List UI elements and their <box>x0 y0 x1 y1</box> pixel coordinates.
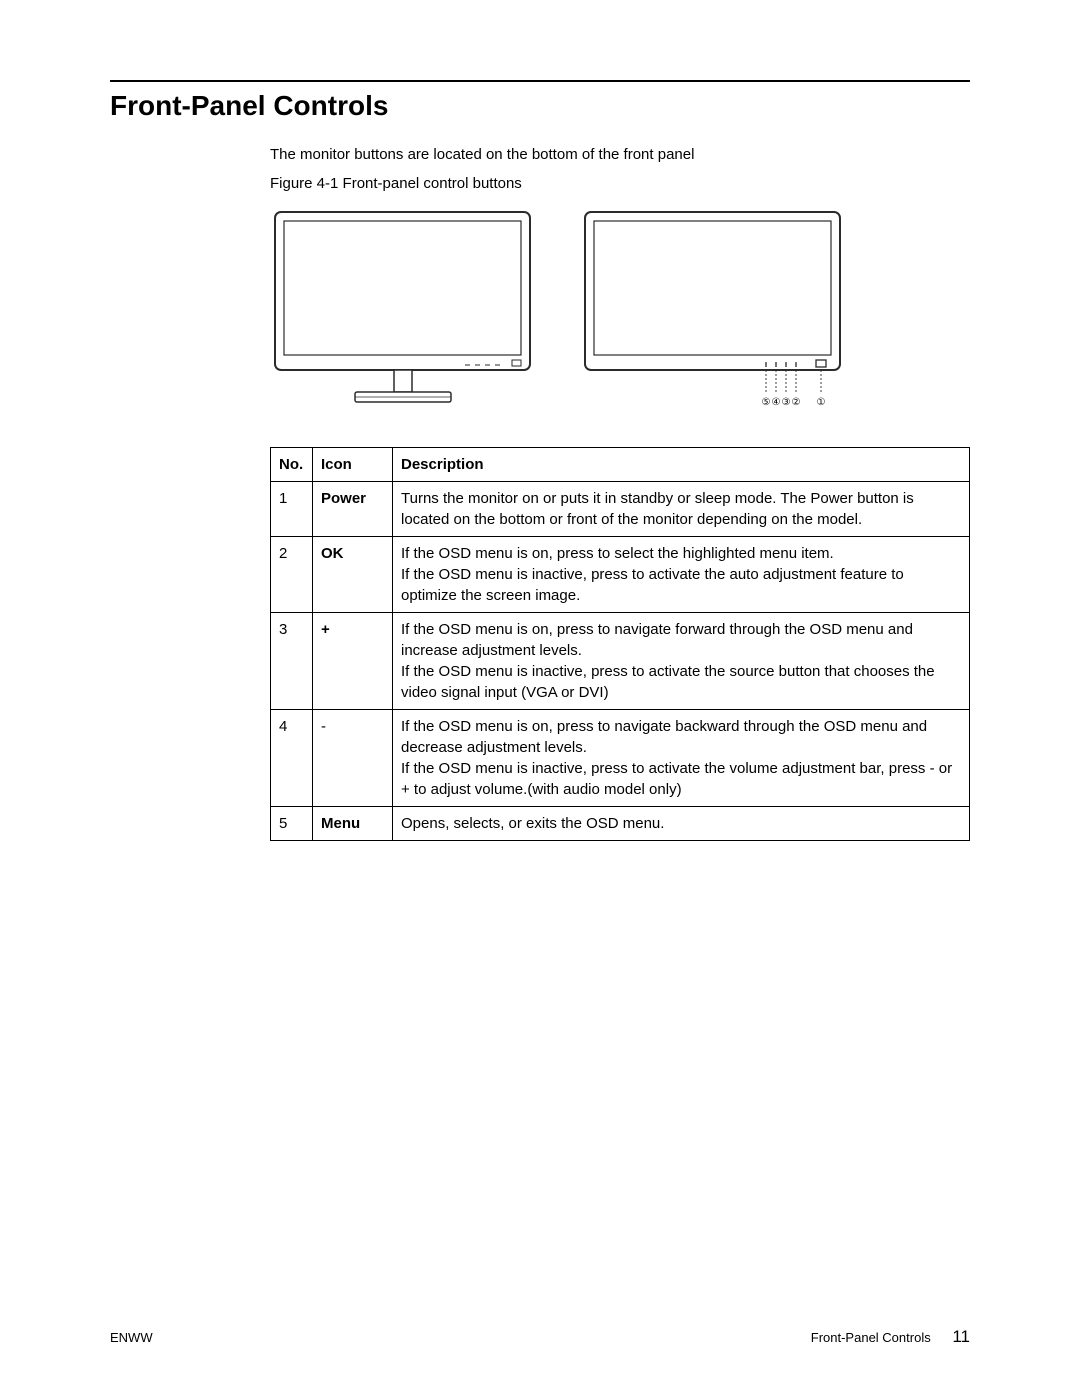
th-icon: Icon <box>313 448 393 482</box>
cell-no: 2 <box>271 537 313 613</box>
callout-3: ③ <box>782 397 791 408</box>
table-header-row: No. Icon Description <box>271 448 970 482</box>
callout-4: ④ <box>772 397 781 408</box>
figure-caption: Figure 4-1 Front-panel control buttons <box>270 173 970 196</box>
cell-no: 3 <box>271 613 313 710</box>
cell-icon: Menu <box>313 807 393 841</box>
callout-5: ⑤ <box>762 397 771 408</box>
th-no: No. <box>271 448 313 482</box>
monitor-buttons-svg: ⑤ ④ ③ ② ① <box>580 207 850 417</box>
page-footer: ENWW Front-Panel Controls 11 <box>110 1327 970 1347</box>
controls-table: No. Icon Description 1PowerTurns the mon… <box>270 447 970 841</box>
footer-right: Front-Panel Controls 11 <box>811 1327 970 1347</box>
monitor-front-svg <box>270 207 540 417</box>
table-row: 2OKIf the OSD menu is on, press to selec… <box>271 537 970 613</box>
intro-text: The monitor buttons are located on the b… <box>270 144 970 167</box>
cell-description: If the OSD menu is on, press to navigate… <box>393 710 970 807</box>
table-row: 3+If the OSD menu is on, press to naviga… <box>271 613 970 710</box>
cell-icon: Power <box>313 482 393 537</box>
cell-description: If the OSD menu is on, press to select t… <box>393 537 970 613</box>
callout-2: ② <box>792 397 801 408</box>
footer-page-number: 11 <box>952 1327 970 1346</box>
callout-1: ① <box>817 397 826 408</box>
cell-icon: OK <box>313 537 393 613</box>
cell-description: Turns the monitor on or puts it in stand… <box>393 482 970 537</box>
cell-icon: - <box>313 710 393 807</box>
cell-description: Opens, selects, or exits the OSD menu. <box>393 807 970 841</box>
top-rule <box>110 80 970 82</box>
footer-section: Front-Panel Controls <box>811 1330 931 1345</box>
cell-no: 4 <box>271 710 313 807</box>
footer-left: ENWW <box>110 1330 153 1345</box>
figure-monitor-front <box>270 207 540 417</box>
th-desc: Description <box>393 448 970 482</box>
cell-no: 5 <box>271 807 313 841</box>
figure-monitor-buttons: ⑤ ④ ③ ② ① <box>580 207 850 417</box>
table-row: 1PowerTurns the monitor on or puts it in… <box>271 482 970 537</box>
page-heading: Front-Panel Controls <box>110 90 970 122</box>
cell-icon: + <box>313 613 393 710</box>
table-row: 5MenuOpens, selects, or exits the OSD me… <box>271 807 970 841</box>
table-row: 4-If the OSD menu is on, press to naviga… <box>271 710 970 807</box>
figure-row: ⑤ ④ ③ ② ① <box>270 207 970 417</box>
cell-no: 1 <box>271 482 313 537</box>
cell-description: If the OSD menu is on, press to navigate… <box>393 613 970 710</box>
